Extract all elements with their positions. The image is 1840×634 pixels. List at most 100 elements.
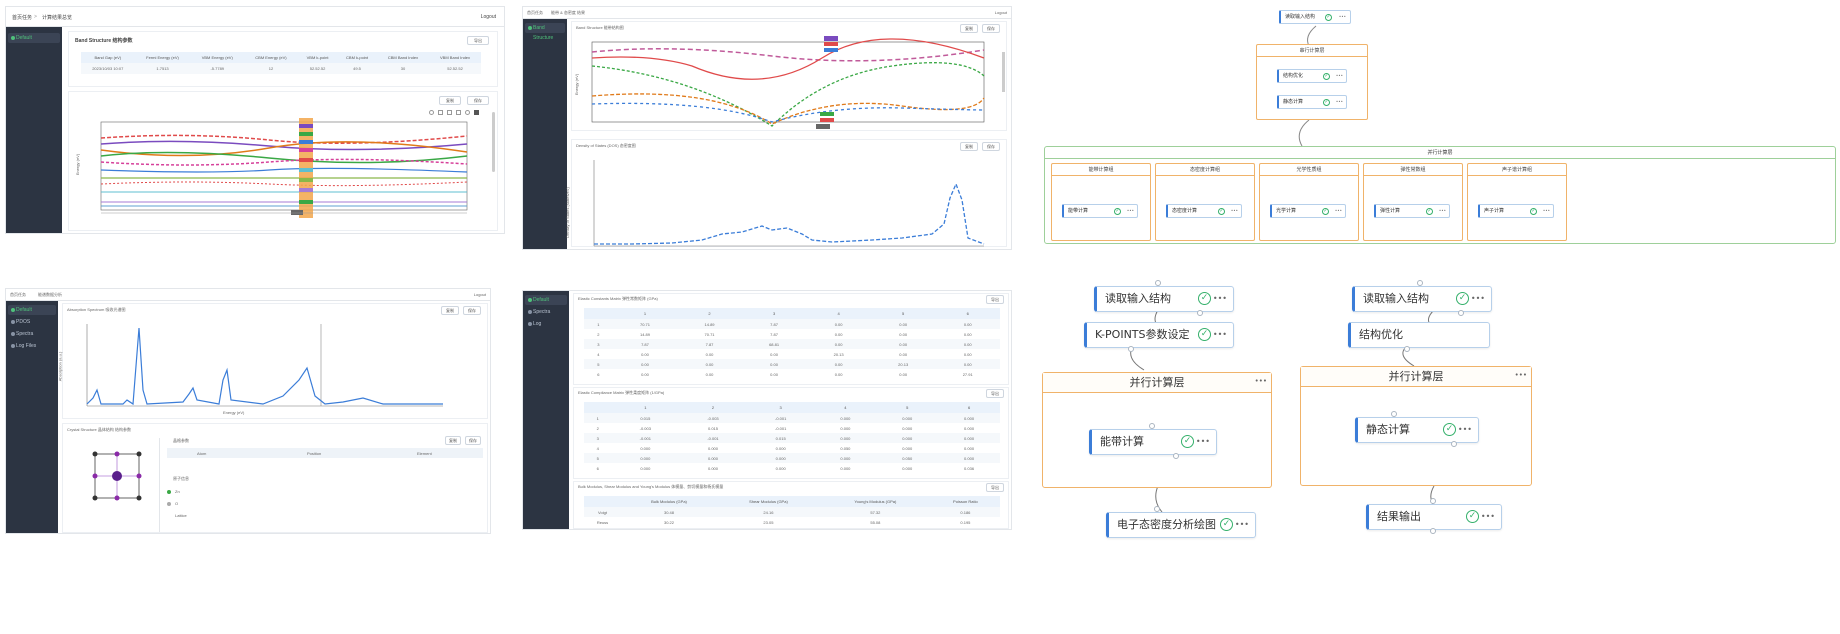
workflow-node-optimize-right[interactable]: 结构优化 xyxy=(1348,322,1490,348)
export-button[interactable]: 导出 xyxy=(986,389,1004,398)
zoom-in-icon[interactable] xyxy=(447,110,452,115)
workflow-node[interactable]: 态密度计算 ✓ ••• xyxy=(1166,204,1242,218)
sidebar-item[interactable]: Default xyxy=(525,295,567,305)
more-menu-icon[interactable]: ••• xyxy=(1212,294,1227,303)
more-menu-icon[interactable]: ••• xyxy=(1230,208,1238,213)
zoom-out-icon[interactable] xyxy=(456,110,461,115)
workflow-node-read-input[interactable]: 读取输入结构 ✓ ••• xyxy=(1279,10,1351,24)
sub-group[interactable]: 声子谱计算组 声子计算 ✓ ••• xyxy=(1467,163,1567,241)
copy-button[interactable]: 复制 xyxy=(441,306,459,315)
parallel-group[interactable]: 并行计算层 能带计算组 能带计算 ✓ ••• 态密度计算组 态密度计算 ✓ ••• 光学性质组光… xyxy=(1044,146,1836,244)
output-port[interactable] xyxy=(1458,310,1464,316)
breadcrumb-page[interactable]: 能谱数据分析 xyxy=(38,292,62,297)
more-menu-icon[interactable]: ••• xyxy=(1212,330,1227,339)
sidebar-item[interactable]: Spectra xyxy=(8,329,56,339)
breadcrumb-home[interactable]: 首页任务 xyxy=(527,10,543,15)
sidebar-item[interactable]: Log Files xyxy=(8,341,56,351)
copy-button[interactable]: 复制 xyxy=(439,96,461,105)
export-button[interactable]: 导出 xyxy=(986,295,1004,304)
scrollbar[interactable] xyxy=(492,112,495,172)
output-port[interactable] xyxy=(1404,346,1410,352)
column-header: VBM Band Index xyxy=(429,52,481,63)
logout-link[interactable]: Logout xyxy=(994,10,1007,15)
input-port[interactable] xyxy=(1417,280,1423,286)
output-port[interactable] xyxy=(1451,441,1457,447)
save-button[interactable]: 保存 xyxy=(467,96,489,105)
export-button[interactable]: 导出 xyxy=(467,36,489,45)
more-menu-icon[interactable]: ••• xyxy=(1457,425,1472,434)
group-more-icon[interactable]: ••• xyxy=(1514,371,1527,379)
sidebar-item-band-structure[interactable]: Band Structure xyxy=(525,23,565,41)
more-menu-icon[interactable]: ••• xyxy=(1338,14,1346,19)
download-icon[interactable] xyxy=(474,110,479,115)
reset-icon[interactable] xyxy=(465,110,470,115)
breadcrumb-page[interactable]: 能带 & 态密度 结果 xyxy=(551,10,586,15)
input-port[interactable] xyxy=(1154,506,1160,512)
breadcrumb-page[interactable]: 计算结果总览 xyxy=(42,15,73,21)
logout-link[interactable]: Logout xyxy=(480,14,496,20)
logout-link[interactable]: Logout xyxy=(473,292,486,297)
table-cell: 2 xyxy=(597,331,600,337)
input-port[interactable] xyxy=(1430,498,1436,504)
sidebar-item[interactable]: PDOS xyxy=(8,317,56,327)
copy-button[interactable]: 复制 xyxy=(960,142,978,151)
table-cell: 0.186 xyxy=(930,507,1000,517)
workflow-node-read-input-right[interactable]: 读取输入结构 ✓ ••• xyxy=(1352,286,1492,312)
group-more-icon[interactable]: ••• xyxy=(1254,377,1267,385)
sidebar-item-default[interactable]: Default xyxy=(8,33,60,43)
workflow-node-kpoints[interactable]: K-POINTS参数设定 ✓ ••• xyxy=(1084,322,1234,348)
more-menu-icon[interactable]: ••• xyxy=(1335,73,1343,78)
workflow-node[interactable]: 弹性计算 ✓ ••• xyxy=(1374,204,1450,218)
sidebar-item[interactable]: Default xyxy=(8,305,56,315)
parallel-group-right[interactable]: 并行计算层 ••• 静态计算 ✓ ••• xyxy=(1300,366,1532,486)
workflow-node-optimize[interactable]: 结构优化 ✓ ••• xyxy=(1277,69,1347,83)
workflow-node-dos-plot[interactable]: 电子态密度分析绘图 ✓ ••• xyxy=(1106,512,1256,538)
more-menu-icon[interactable]: ••• xyxy=(1438,208,1446,213)
output-port[interactable] xyxy=(1197,310,1203,316)
save-button[interactable]: 保存 xyxy=(463,306,481,315)
sidebar-item[interactable]: Spectra xyxy=(525,307,567,317)
pan-icon[interactable] xyxy=(438,110,443,115)
workflow-node-static[interactable]: 静态计算 ✓ ••• xyxy=(1277,95,1347,109)
more-menu-icon[interactable]: ••• xyxy=(1542,208,1550,213)
save-button[interactable]: 保存 xyxy=(982,142,1000,151)
copy-button[interactable]: 复制 xyxy=(445,436,461,445)
output-port[interactable] xyxy=(1173,453,1179,459)
input-port[interactable] xyxy=(1155,280,1161,286)
zoom-icon[interactable] xyxy=(429,110,434,115)
save-button[interactable]: 保存 xyxy=(982,24,1000,33)
output-port[interactable] xyxy=(1128,346,1134,352)
scrollbar[interactable] xyxy=(1002,52,1005,92)
serial-group[interactable]: 串行计算层 结构优化 ✓ ••• 静态计算 ✓ ••• xyxy=(1256,44,1368,120)
table-cell: 0.000 xyxy=(938,453,1000,463)
workflow-node-band-calc[interactable]: 能带计算 ✓ ••• xyxy=(1089,429,1217,455)
workflow-node-static-calc[interactable]: 静态计算 ✓ ••• xyxy=(1355,417,1479,443)
workflow-node[interactable]: 声子计算 ✓ ••• xyxy=(1478,204,1554,218)
more-menu-icon[interactable]: ••• xyxy=(1334,208,1342,213)
input-port[interactable] xyxy=(1391,411,1397,417)
more-menu-icon[interactable]: ••• xyxy=(1195,437,1210,446)
copy-button[interactable]: 复制 xyxy=(960,24,978,33)
save-button[interactable]: 保存 xyxy=(465,436,481,445)
more-menu-icon[interactable]: ••• xyxy=(1234,520,1249,529)
more-menu-icon[interactable]: ••• xyxy=(1480,512,1495,521)
sidebar-item[interactable]: Log xyxy=(525,319,567,329)
input-port[interactable] xyxy=(1149,423,1155,429)
workflow-node-result-output[interactable]: 结果输出 ✓ ••• xyxy=(1366,504,1502,530)
breadcrumb-home[interactable]: 首页任务 xyxy=(12,15,33,21)
more-menu-icon[interactable]: ••• xyxy=(1126,208,1134,213)
sub-group[interactable]: 态密度计算组 态密度计算 ✓ ••• xyxy=(1155,163,1255,241)
workflow-node[interactable]: 光学计算 ✓ ••• xyxy=(1270,204,1346,218)
workflow-node[interactable]: 能带计算 ✓ ••• xyxy=(1062,204,1138,218)
sub-group[interactable]: 能带计算组 能带计算 ✓ ••• xyxy=(1051,163,1151,241)
more-menu-icon[interactable]: ••• xyxy=(1470,294,1485,303)
sub-group[interactable]: 光学性质组 光学计算 ✓ ••• xyxy=(1259,163,1359,241)
export-button[interactable]: 导出 xyxy=(986,483,1004,492)
output-port[interactable] xyxy=(1430,528,1436,534)
sub-group[interactable]: 弹性常数组 弹性计算 ✓ ••• xyxy=(1363,163,1463,241)
parallel-group-left[interactable]: 并行计算层 ••• 能带计算 ✓ ••• xyxy=(1042,372,1272,488)
table-cell: 20.13 xyxy=(870,359,936,369)
breadcrumb-home[interactable]: 首页任务 xyxy=(10,292,26,297)
more-menu-icon[interactable]: ••• xyxy=(1335,99,1343,104)
workflow-node-read-input-left[interactable]: 读取输入结构 ✓ ••• xyxy=(1094,286,1234,312)
